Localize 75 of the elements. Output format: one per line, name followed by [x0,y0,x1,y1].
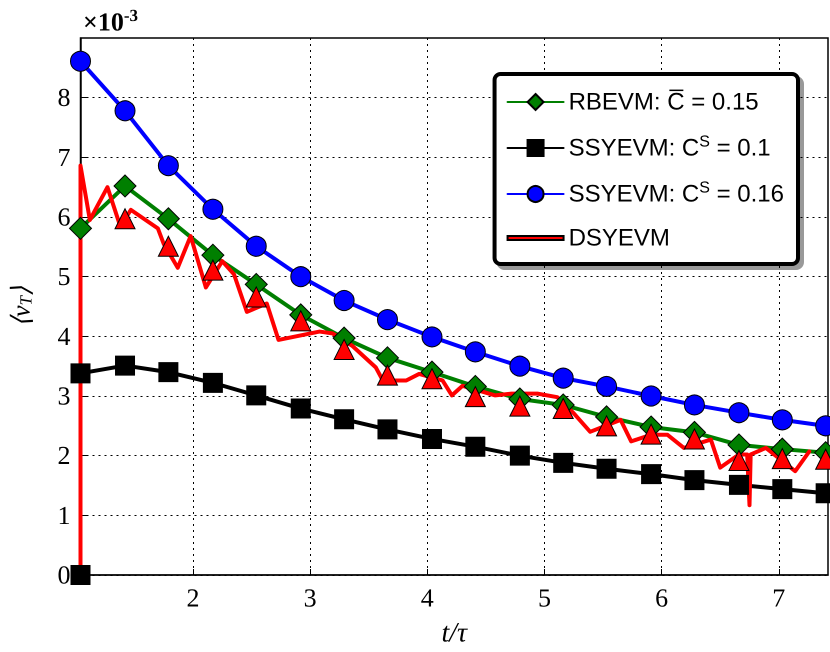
point [772,479,792,500]
point [596,376,618,397]
point [465,436,486,457]
y-tick-label: 6 [58,202,70,232]
point [552,398,574,420]
point [114,174,137,198]
point [641,464,662,484]
point [246,286,267,308]
point [422,428,442,449]
y-axis-title: ⟨νT⟩ [6,286,36,327]
point [156,207,180,230]
point [728,402,750,424]
point [421,368,442,390]
y-tick-label: 5 [58,262,70,292]
point [246,236,267,257]
x-tick-label: 5 [538,584,551,612]
point [70,50,91,72]
point [158,362,178,382]
point [70,565,90,585]
point [684,428,705,450]
point [334,338,355,360]
point [772,409,793,430]
point [552,368,574,389]
point [70,363,90,384]
point [509,356,530,377]
legend-label: DSYEVM [568,224,670,252]
x-tick-label: 4 [420,584,434,612]
point [114,100,136,122]
point [334,409,354,430]
point [728,450,750,471]
point [376,364,398,386]
x-tick-label: 3 [304,584,317,612]
point [290,310,312,332]
y-tick-label: 3 [58,382,70,410]
point [69,216,92,240]
point [114,208,136,230]
point [684,394,705,416]
point [464,386,486,408]
point [158,155,179,176]
point [158,236,179,257]
point [422,326,442,348]
y-tick-label: 8 [58,83,70,112]
point [728,474,749,495]
point [290,266,312,288]
point [684,470,704,490]
point [376,309,398,330]
point [202,372,223,393]
y-tick-label: 7 [58,142,70,172]
point [596,415,618,436]
x-axis-title: t/τ [441,618,468,648]
point [377,419,398,440]
point [553,452,574,473]
point [115,356,136,376]
y-tick-label: 2 [58,441,70,470]
point [727,433,750,456]
point [510,446,530,466]
point [772,448,793,470]
point [596,458,617,479]
point [202,198,224,220]
point [464,341,486,362]
point [509,396,530,417]
x-tick-label: 7 [772,584,786,612]
point [334,290,355,312]
legend-label: RBEVM: C̅ = 0.15 [568,88,759,116]
x-tick-label: 6 [655,584,668,612]
point [376,346,399,370]
y-tick-label: 0 [58,560,70,590]
point [640,424,662,445]
y-tick-label: 4 [58,322,70,351]
point [202,260,224,281]
point [290,398,311,419]
point [640,386,662,406]
x-tick-label: 2 [186,584,200,612]
y-tick-label: 1 [58,500,70,530]
point [246,385,266,406]
